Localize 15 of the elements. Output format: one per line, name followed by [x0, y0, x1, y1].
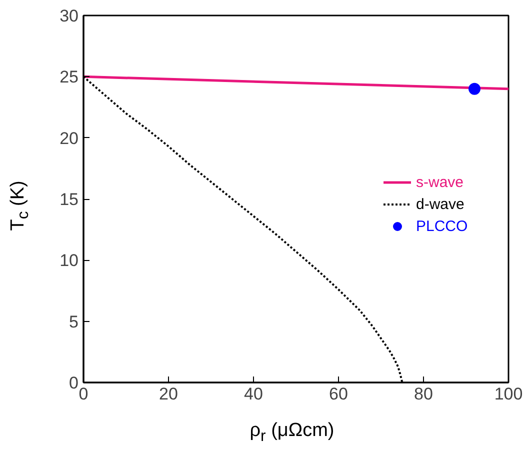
x-tick-label: 40	[244, 384, 263, 404]
y-tick-label: 20	[60, 128, 79, 148]
x-tick-label: 80	[414, 384, 433, 404]
legend-label: d-wave	[416, 196, 464, 212]
x-tick-label: 100	[494, 384, 523, 404]
legend-label: s-wave	[416, 174, 464, 190]
x-axis-title: ρ$_{r}$ (μΩcm)	[248, 419, 336, 447]
legend-label: PLCCO	[416, 218, 468, 234]
y-tick-label: 15	[60, 190, 79, 209]
y-tick-label: 10	[60, 251, 79, 270]
y-tick-label: 25	[60, 68, 79, 87]
y-tick-label: 30	[60, 6, 79, 26]
x-tick-label: 20	[159, 384, 178, 404]
x-tick-label: 60	[329, 384, 348, 404]
y-tick-label: 5	[69, 312, 79, 332]
